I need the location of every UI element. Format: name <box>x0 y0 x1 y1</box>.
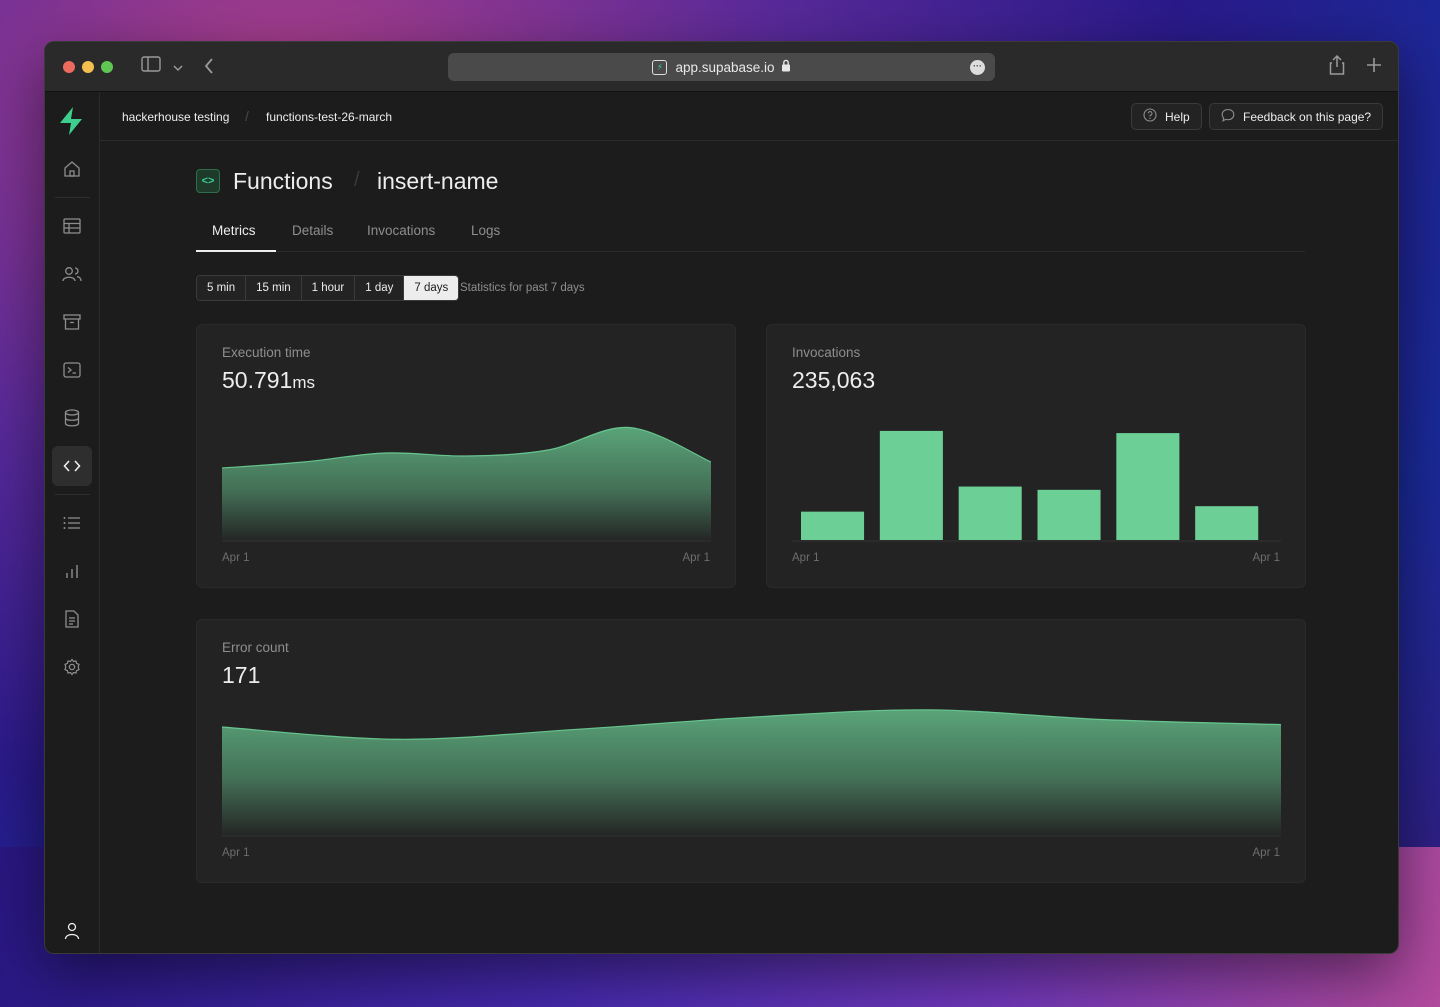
range-5min-button[interactable]: 5 min <box>197 276 247 300</box>
card-label: Error count <box>222 640 289 655</box>
error-count-value: 171 <box>222 662 261 688</box>
lock-icon <box>781 59 791 75</box>
execution-time-value: 50.791 <box>222 367 293 393</box>
sidebar-divider <box>55 494 90 495</box>
minimize-window-button[interactable] <box>82 61 94 73</box>
bar-chart-icon[interactable] <box>52 551 92 591</box>
breadcrumb-separator: / <box>245 108 249 124</box>
feedback-button[interactable]: Feedback on this page? <box>1209 103 1384 130</box>
back-icon[interactable] <box>203 57 215 80</box>
invocations-card: Invocations 235,063 Apr 1 Apr 1 <box>766 324 1306 588</box>
window-controls <box>63 61 113 73</box>
terminal-icon[interactable] <box>52 350 92 390</box>
more-icon[interactable]: ··· <box>970 60 985 75</box>
tab-bar: Metrics Details Invocations Logs <box>196 213 1305 252</box>
series-line <box>222 426 711 469</box>
zoom-window-button[interactable] <box>101 61 113 73</box>
sidebar-divider <box>55 197 90 198</box>
new-tab-icon[interactable] <box>1367 58 1381 77</box>
code-icon[interactable] <box>52 446 92 486</box>
time-range-selector: 5 min 15 min 1 hour 1 day 7 days <box>196 275 460 301</box>
x-axis-start-label: Apr 1 <box>222 847 250 859</box>
app-topbar: hackerhouse testing / functions-test-26-… <box>100 92 1398 141</box>
bar[interactable] <box>1116 433 1180 540</box>
feedback-label: Feedback on this page? <box>1243 109 1372 124</box>
page-title: Functions <box>233 168 333 194</box>
archive-icon[interactable] <box>52 302 92 342</box>
favicon-icon: ⚡ <box>652 59 668 75</box>
gear-icon[interactable] <box>52 647 92 687</box>
help-icon <box>1143 108 1157 125</box>
close-window-button[interactable] <box>63 61 75 73</box>
area-fill <box>222 709 1281 835</box>
browser-titlebar: ⚡ app.supabase.io ··· <box>45 42 1398 92</box>
table-icon[interactable] <box>52 206 92 246</box>
home-icon[interactable] <box>52 149 92 189</box>
function-code-icon: <> <box>196 169 220 193</box>
list-icon[interactable] <box>52 503 92 543</box>
supabase-logo-icon[interactable] <box>57 106 85 141</box>
x-axis-start-label: Apr 1 <box>792 552 820 564</box>
range-15min-button[interactable]: 15 min <box>246 276 302 300</box>
area-fill <box>222 427 711 540</box>
card-label: Execution time <box>222 345 311 360</box>
bar[interactable] <box>958 486 1022 540</box>
range-1day-button[interactable]: 1 day <box>355 276 405 300</box>
function-name: insert-name <box>377 168 499 194</box>
x-axis-start-label: Apr 1 <box>222 552 250 564</box>
range-1hour-button[interactable]: 1 hour <box>301 276 356 300</box>
card-label: Invocations <box>792 345 861 360</box>
browser-window: ⚡ app.supabase.io ··· <box>44 41 1399 954</box>
app-sidebar <box>45 92 100 953</box>
invocations-chart <box>792 430 1281 542</box>
user-icon[interactable] <box>52 911 92 951</box>
help-label: Help <box>1165 109 1190 124</box>
breadcrumb-project[interactable]: functions-test-26-march <box>266 110 393 124</box>
series-line <box>222 709 1281 740</box>
help-button[interactable]: Help <box>1131 103 1202 130</box>
tab-metrics[interactable]: Metrics <box>212 223 256 238</box>
bar[interactable] <box>1195 506 1259 540</box>
x-axis-end-label: Apr 1 <box>1252 552 1281 564</box>
share-icon[interactable] <box>1329 54 1345 80</box>
execution-time-chart <box>222 426 711 542</box>
title-separator: / <box>354 169 360 191</box>
range-7days-button[interactable]: 7 days <box>404 276 459 300</box>
sidebar-toggle-icon[interactable] <box>141 56 161 77</box>
bar[interactable] <box>879 430 943 540</box>
active-tab-indicator <box>196 250 276 252</box>
invocations-value: 235,063 <box>792 367 876 393</box>
users-icon[interactable] <box>52 254 92 294</box>
database-icon[interactable] <box>52 398 92 438</box>
tab-logs[interactable]: Logs <box>471 223 501 238</box>
bar[interactable] <box>1037 489 1101 540</box>
error-count-chart <box>222 709 1281 837</box>
tab-details[interactable]: Details <box>292 223 334 238</box>
breadcrumb-org[interactable]: hackerhouse testing <box>122 110 230 124</box>
url-text: app.supabase.io <box>675 59 775 75</box>
execution-time-unit: ms <box>292 373 316 392</box>
bar[interactable] <box>801 511 865 540</box>
x-axis-end-label: Apr 1 <box>682 552 711 564</box>
error-count-card: Error count 171 Apr 1 Apr 1 <box>196 619 1306 883</box>
range-description: Statistics for past 7 days <box>460 282 585 294</box>
x-axis-end-label: Apr 1 <box>1252 847 1281 859</box>
tab-invocations[interactable]: Invocations <box>367 223 436 238</box>
main-content: <> Functions / insert-name Metrics Detai… <box>100 141 1398 953</box>
document-icon[interactable] <box>52 599 92 639</box>
card-value: 50.791ms <box>222 367 315 394</box>
chat-bubble-icon <box>1221 108 1235 125</box>
execution-time-card: Execution time 50.791ms Apr 1 Apr 1 <box>196 324 736 588</box>
address-bar[interactable]: ⚡ app.supabase.io ··· <box>448 53 995 81</box>
chevron-down-icon[interactable] <box>173 59 183 77</box>
